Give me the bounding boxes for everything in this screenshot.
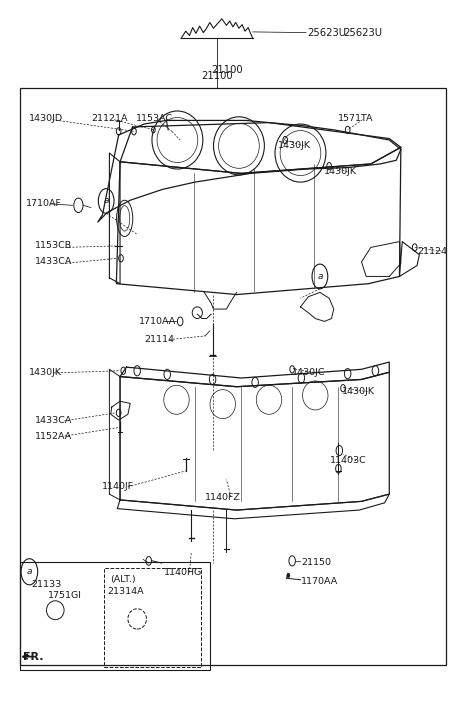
Text: 21114: 21114: [144, 335, 174, 344]
Text: 1751GI: 1751GI: [48, 591, 82, 601]
Text: 21100: 21100: [211, 65, 243, 75]
Text: 1571TA: 1571TA: [338, 113, 373, 123]
Text: a: a: [26, 567, 32, 577]
Text: 1430JD: 1430JD: [28, 113, 63, 123]
Text: (ALT.): (ALT.): [110, 574, 135, 584]
Text: 1140HG: 1140HG: [163, 568, 201, 577]
Text: 21124: 21124: [416, 246, 446, 255]
Text: 1430JK: 1430JK: [278, 141, 311, 150]
Text: 1140JF: 1140JF: [101, 482, 133, 491]
Bar: [20, 562, 209, 670]
Text: 1430JK: 1430JK: [341, 387, 374, 395]
Text: 1433CA: 1433CA: [35, 257, 73, 266]
Text: 1140FZ: 1140FZ: [205, 492, 240, 502]
Text: 1433CA: 1433CA: [35, 416, 73, 425]
Text: 1710AA: 1710AA: [138, 317, 175, 326]
Text: 21314A: 21314A: [107, 587, 144, 596]
Text: 1430JK: 1430JK: [28, 368, 61, 377]
Bar: [20, 88, 445, 664]
Text: a: a: [317, 272, 322, 281]
Text: 11403C: 11403C: [329, 457, 366, 465]
Text: 1710AF: 1710AF: [26, 199, 62, 209]
Text: 25623U: 25623U: [307, 28, 346, 38]
Text: 21121A: 21121A: [91, 113, 127, 123]
Text: 25623U: 25623U: [342, 28, 382, 38]
Circle shape: [287, 573, 289, 577]
Text: 1430JC: 1430JC: [292, 368, 325, 377]
Text: 1170AA: 1170AA: [301, 577, 338, 586]
Text: FR.: FR.: [23, 651, 44, 662]
Text: 1152AA: 1152AA: [35, 432, 73, 441]
Text: 21150: 21150: [301, 558, 331, 567]
Text: 1153AC: 1153AC: [136, 113, 173, 123]
Text: 1430JK: 1430JK: [323, 167, 356, 177]
Text: 1153CB: 1153CB: [35, 241, 72, 250]
Bar: [104, 568, 201, 667]
Text: 21100: 21100: [201, 71, 232, 81]
Text: 21133: 21133: [31, 579, 61, 589]
Text: a: a: [103, 196, 109, 206]
